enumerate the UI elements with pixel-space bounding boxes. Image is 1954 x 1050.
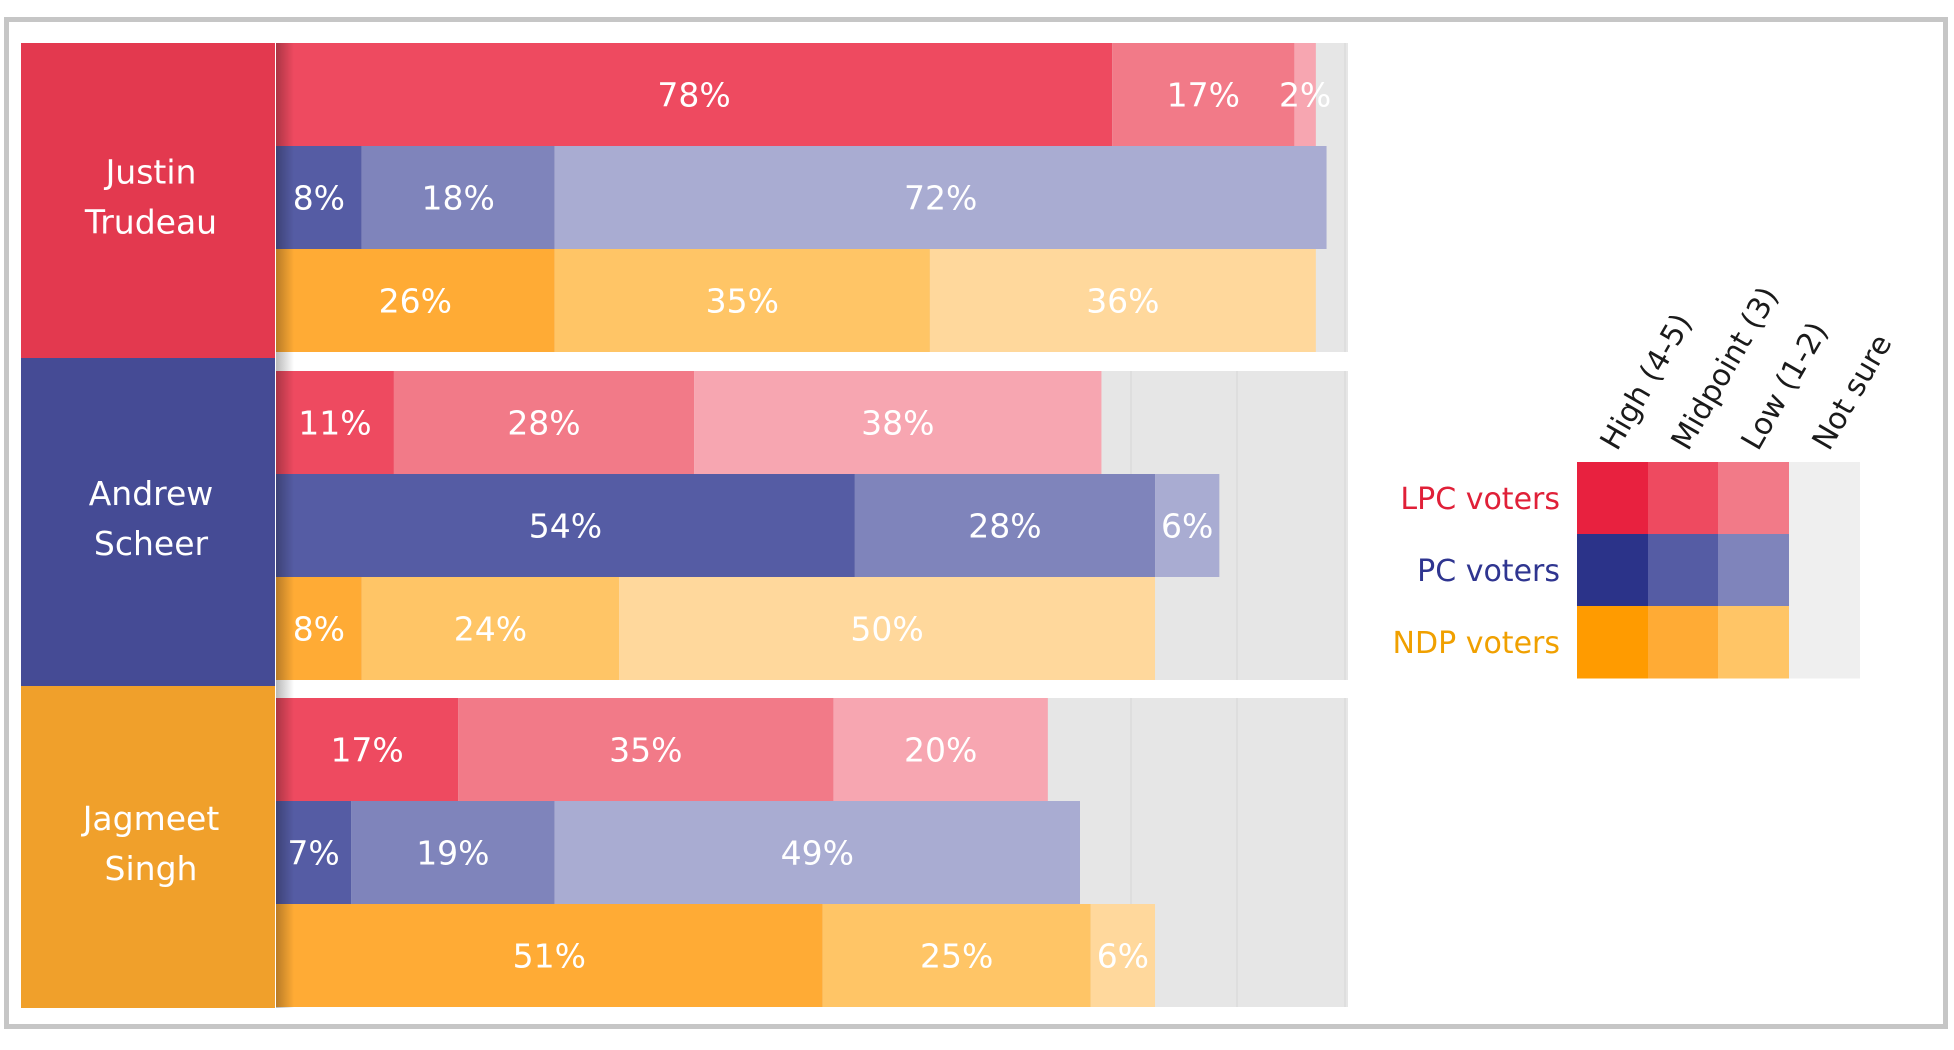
bar-segment <box>361 146 555 249</box>
candidate-name-line: Trudeau <box>84 203 217 242</box>
data-label: 19% <box>416 834 489 873</box>
candidate-name-line: Andrew <box>89 474 214 513</box>
bars-layer: 78% 17% 2% 8% 18% 72% 26% 35% 36% 11% 28% 38% 54% 28%… <box>276 43 1348 1008</box>
bar-segment <box>458 698 834 801</box>
data-label: 8% <box>293 179 345 218</box>
data-label: 26% <box>379 282 452 321</box>
bar-segment <box>619 577 1156 680</box>
bar-segment <box>1155 474 1220 577</box>
bar-segment <box>554 801 1080 904</box>
candidate-panel: Andrew Scheer <box>21 358 275 686</box>
bar-segment <box>929 249 1316 352</box>
legend-swatch <box>1718 606 1790 679</box>
legend-row-label: NDP voters <box>1393 626 1560 661</box>
data-label: 49% <box>781 834 854 873</box>
data-label: 20% <box>904 731 977 770</box>
data-label: 54% <box>529 507 602 546</box>
legend-swatch <box>1577 606 1649 679</box>
bar-segment <box>1090 904 1156 1007</box>
legend-swatch-not-sure <box>1789 462 1860 535</box>
data-label: 38% <box>861 404 934 443</box>
data-label: 35% <box>706 282 779 321</box>
data-label: 18% <box>422 179 495 218</box>
candidate-name-line: Scheer <box>94 524 209 563</box>
bar-segment <box>276 904 823 1007</box>
legend-swatch <box>1648 606 1720 679</box>
bar-segment <box>1294 43 1316 146</box>
data-label: 24% <box>454 610 527 649</box>
legend-swatch <box>1718 534 1790 607</box>
bar-segment <box>822 904 1091 1007</box>
bar-segment <box>1112 43 1295 146</box>
data-label: 28% <box>507 404 580 443</box>
data-label: 8% <box>293 610 345 649</box>
candidate-name-line: Singh <box>105 849 198 888</box>
legend-swatch <box>1648 462 1720 535</box>
data-label: 7% <box>287 834 339 873</box>
bar-segment <box>276 249 555 352</box>
data-label: 50% <box>850 610 923 649</box>
data-label: 78% <box>657 76 730 115</box>
data-label: 6% <box>1161 507 1213 546</box>
data-label: 35% <box>609 731 682 770</box>
bar-segment <box>554 146 1327 249</box>
candidate-name-line: Jagmeet <box>81 799 220 838</box>
bar-segment <box>854 474 1156 577</box>
bar-segment <box>393 371 695 474</box>
bar-segment <box>276 698 459 801</box>
data-label: 72% <box>904 179 977 218</box>
data-label: 51% <box>513 937 586 976</box>
candidate-panels: Justin Trudeau Andrew Scheer Jagmeet Singh <box>21 43 275 1008</box>
bar-segment <box>276 43 1113 146</box>
bar-segment <box>276 371 394 474</box>
bar-segment <box>833 698 1048 801</box>
data-label: 17% <box>1167 76 1240 115</box>
legend-row-label: PC voters <box>1417 554 1560 589</box>
legend-row-label: LPC voters <box>1400 482 1560 517</box>
panel-shadow <box>276 43 294 1008</box>
bar-segment <box>361 577 620 680</box>
data-label: 11% <box>298 404 371 443</box>
candidate-panel: Justin Trudeau <box>21 43 275 358</box>
candidate-name-line: Justin <box>104 153 197 192</box>
data-label: 36% <box>1086 282 1159 321</box>
bar-segment <box>694 371 1102 474</box>
data-label: 25% <box>920 937 993 976</box>
candidate-panel: Jagmeet Singh <box>21 686 275 1008</box>
legend-swatch-not-sure <box>1789 534 1860 607</box>
data-label: 28% <box>968 507 1041 546</box>
legend-swatch-not-sure <box>1789 606 1860 679</box>
legend-swatch <box>1718 462 1790 535</box>
data-label: 17% <box>330 731 403 770</box>
candidate-panel-bg <box>21 43 275 358</box>
legend-swatch <box>1577 534 1649 607</box>
data-label: 2% <box>1279 76 1331 115</box>
bar-segment <box>276 474 855 577</box>
legend-swatch <box>1648 534 1720 607</box>
bar-segment <box>351 801 555 904</box>
candidate-panel-bg <box>21 686 275 1008</box>
candidate-panel-bg <box>21 358 275 686</box>
data-label: 6% <box>1097 937 1149 976</box>
bar-segment <box>554 249 930 352</box>
legend-swatch <box>1577 462 1649 535</box>
